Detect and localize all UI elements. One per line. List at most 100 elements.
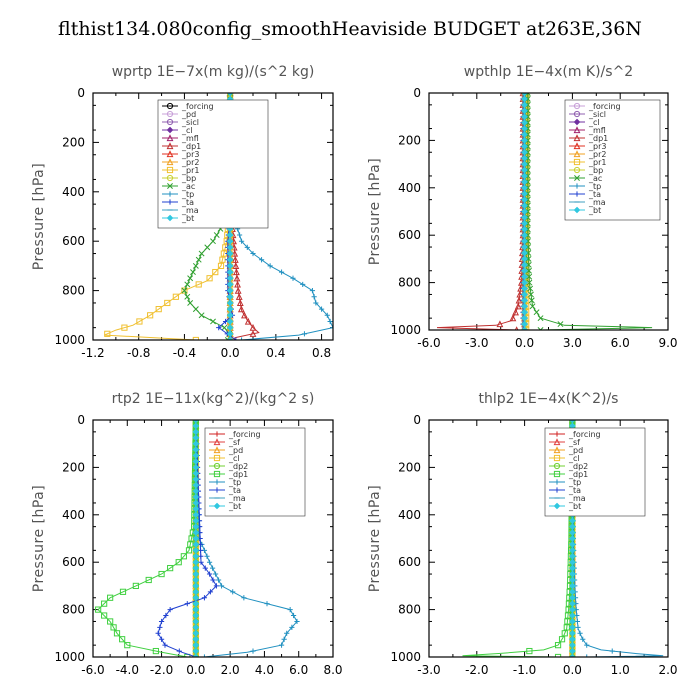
y-tick-label: 0 (77, 86, 85, 100)
series-point (521, 172, 528, 180)
series-point (176, 648, 182, 654)
x-tick-label: 0.8 (312, 346, 331, 360)
legend-marker (554, 431, 560, 437)
series-point (569, 635, 576, 643)
series-point (198, 250, 205, 257)
series-point (569, 547, 576, 554)
series-point (250, 648, 256, 654)
series-point (227, 93, 234, 96)
legend-marker (214, 479, 220, 485)
series-point (121, 324, 128, 331)
legend-marker (573, 142, 581, 150)
series-point (201, 654, 208, 657)
series-point (204, 553, 210, 559)
series-point (226, 305, 234, 313)
legend-marker (573, 102, 581, 110)
series-point (119, 588, 127, 595)
series-point (230, 589, 236, 595)
series-point (244, 317, 252, 325)
x-tick-label: 9.0 (658, 336, 677, 350)
legend-marker (213, 454, 221, 462)
legend-marker (167, 183, 173, 189)
series-point (521, 314, 528, 322)
series-point (512, 308, 519, 316)
series-point (554, 642, 562, 649)
series-point (192, 434, 200, 442)
series-point (569, 594, 576, 602)
series-point (520, 327, 526, 330)
series-point (521, 143, 528, 150)
series-point (132, 582, 139, 589)
legend-entry: _tp (568, 478, 581, 487)
legend-marker (573, 126, 581, 134)
series-point (184, 281, 191, 288)
x-tick-label: 2.0 (658, 663, 677, 677)
legend-entry: _ma (181, 206, 199, 215)
series-point (290, 275, 296, 281)
series-point (192, 600, 200, 607)
series-point (107, 618, 114, 625)
legend-entry: _dp1 (588, 134, 608, 143)
series-point (324, 312, 330, 318)
series-point (537, 327, 544, 330)
legend-entry: _sf (228, 438, 240, 447)
legend-entry: _tp (181, 190, 194, 199)
series-point (496, 320, 504, 328)
series-point (575, 624, 581, 630)
legend-box (564, 99, 661, 221)
series-point (528, 291, 534, 298)
y-tick-label: 600 (398, 228, 421, 242)
series-point (136, 318, 143, 325)
y-axis-label: Pressure [hPa] (31, 485, 47, 592)
series-point (206, 275, 213, 282)
series-point (281, 636, 287, 642)
legend-box (544, 427, 646, 517)
legend-entry: _pr2 (588, 150, 606, 159)
series-point (509, 314, 517, 322)
legend-marker (574, 191, 580, 197)
panel-4: thlp2 1E−4x(K^2)/s Pressure [hPa] 0 200 400 6… (367, 391, 678, 677)
legend-marker (166, 166, 174, 174)
series-point (569, 523, 576, 530)
legend-marker (573, 110, 581, 118)
series-point (163, 612, 169, 619)
x-tick-label: -4.0 (116, 663, 139, 677)
legend-box (157, 99, 269, 229)
series-point (192, 428, 200, 436)
series-point (226, 274, 234, 282)
x-tick-label: -0.8 (127, 346, 150, 360)
x-tick-label: -6.0 (81, 663, 104, 677)
series-point (521, 184, 528, 192)
x-tick-label: -3.0 (417, 663, 440, 677)
legend-marker (213, 502, 221, 510)
legend-entry: _ac (588, 174, 602, 183)
series-point (233, 337, 239, 340)
series-point (226, 231, 234, 239)
series-point (521, 297, 528, 304)
x-tick-label: 0.0 (515, 336, 534, 350)
series-point (210, 577, 216, 583)
legend-marker (573, 158, 581, 166)
series-line-pr1 (104, 93, 231, 340)
series-point (192, 475, 200, 483)
series-point (287, 607, 293, 613)
legend-entry: _ma (228, 494, 246, 503)
series-point (300, 281, 306, 288)
legend-entry: _sicl (588, 110, 606, 119)
y-tick-label: 600 (62, 555, 85, 569)
series-point (206, 571, 213, 577)
series-point (278, 642, 285, 648)
series-point (164, 299, 171, 307)
series-point (226, 262, 234, 270)
legend-marker (574, 183, 580, 189)
series-point (554, 653, 562, 657)
series-point (569, 582, 576, 590)
series-point (231, 256, 239, 263)
series-point (192, 552, 200, 560)
series-point (577, 630, 583, 636)
series-point (221, 324, 228, 331)
legend-entry: _bt (181, 214, 194, 223)
series-point (226, 237, 234, 245)
series-point (237, 305, 245, 313)
series-point (521, 148, 528, 156)
